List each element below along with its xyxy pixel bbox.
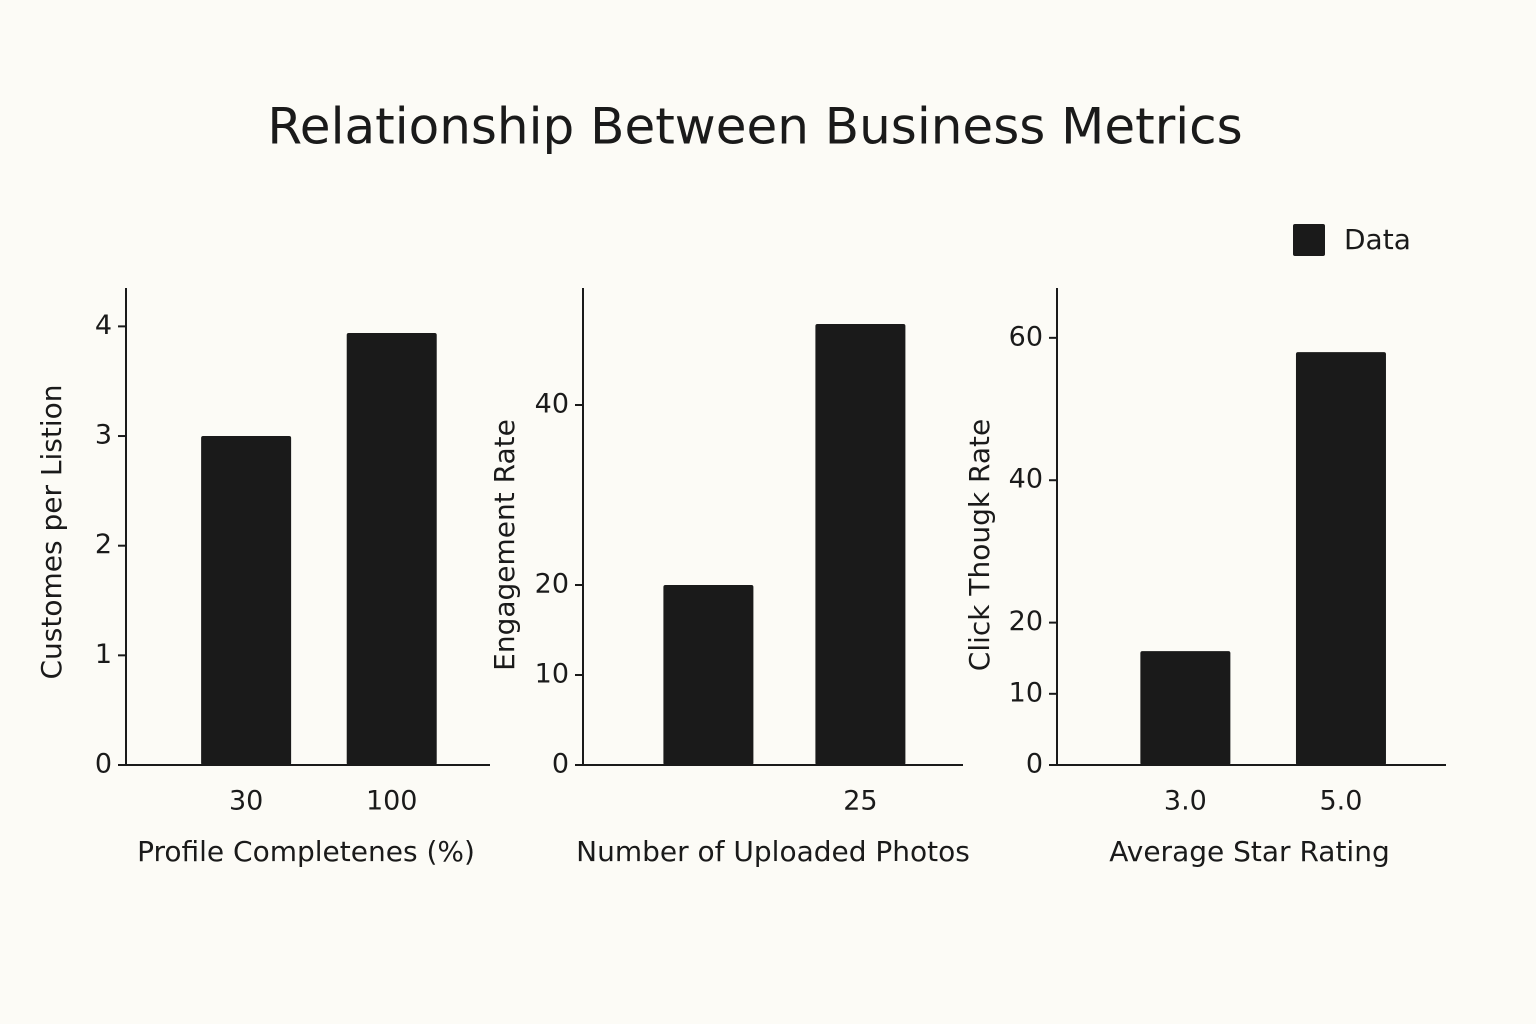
- y-axis-label: Customes per Listion: [35, 385, 68, 680]
- y-tick-label: 20: [535, 569, 569, 600]
- x-tick-label: 100: [366, 786, 418, 817]
- x-axis-label: Number of Uploaded Photos: [576, 835, 970, 868]
- x-tick-label: 5.0: [1319, 786, 1362, 817]
- x-tick-label: 30: [229, 786, 263, 817]
- y-tick-label: 0: [552, 749, 569, 780]
- bar: [201, 436, 292, 765]
- bar: [1295, 352, 1386, 765]
- y-tick-label: 4: [95, 310, 112, 341]
- y-tick-label: 3: [95, 420, 112, 451]
- y-tick-label: 0: [95, 749, 112, 780]
- bar: [663, 585, 754, 765]
- y-tick-label: 0: [1026, 749, 1043, 780]
- y-tick-label: 60: [1009, 321, 1043, 352]
- y-tick-label: 1: [95, 639, 112, 670]
- y-tick-label: 40: [535, 389, 569, 420]
- y-axis-label: Click Thougk Rate: [963, 419, 996, 671]
- y-tick-label: 10: [535, 659, 569, 690]
- y-tick-label: 40: [1009, 464, 1043, 495]
- x-axis-label: Profile Completenes (%): [137, 835, 475, 868]
- x-tick-label: 3.0: [1164, 786, 1207, 817]
- y-tick-label: 10: [1009, 677, 1043, 708]
- y-tick-label: 2: [95, 529, 112, 560]
- figure-title: Relationship Between Business Metrics: [267, 98, 1242, 156]
- legend-label: Data: [1344, 223, 1411, 256]
- y-tick-label: 20: [1009, 606, 1043, 637]
- x-tick-label: 25: [843, 786, 877, 817]
- bar: [1140, 651, 1231, 765]
- bar: [815, 324, 906, 765]
- legend-swatch: [1293, 224, 1325, 256]
- x-axis-label: Average Star Rating: [1109, 835, 1389, 868]
- y-axis-label: Engagement Rate: [488, 419, 521, 671]
- bar: [346, 332, 437, 765]
